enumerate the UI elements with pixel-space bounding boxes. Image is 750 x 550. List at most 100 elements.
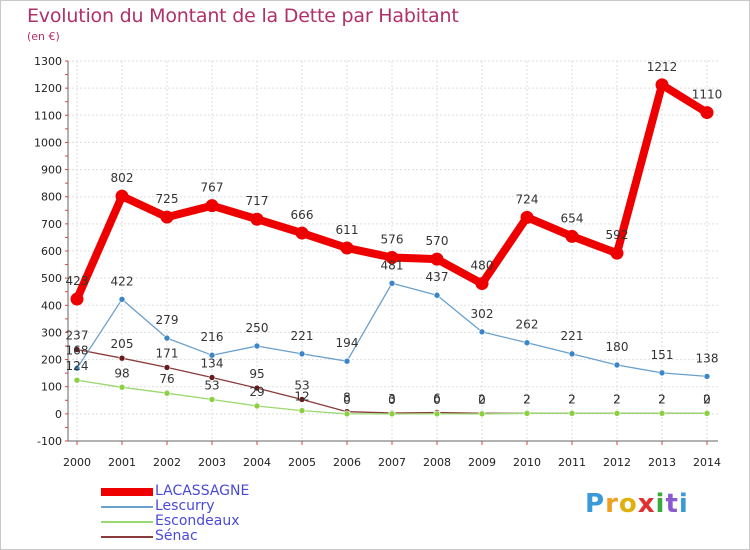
- legend-label-1: Lescurry: [155, 498, 215, 514]
- y-tick-label-14: 1300: [34, 55, 62, 68]
- series-1-point-7: [388, 279, 396, 287]
- series-1-point-5: [298, 350, 306, 358]
- series-2-point-10: [523, 410, 531, 417]
- series-1-label-6: 194: [336, 336, 359, 350]
- series-0-point-6: [340, 241, 354, 255]
- x-tick-label-12: 2012: [603, 456, 631, 469]
- series-1-point-1: [118, 296, 126, 303]
- series-2-point-5: [298, 407, 306, 414]
- series-0-label-5: 666: [291, 208, 314, 222]
- series-0-point-11: [565, 229, 579, 243]
- series-2-label-13: 2: [658, 392, 666, 406]
- x-tick-label-9: 2009: [468, 456, 496, 469]
- series-1-label-11: 221: [561, 329, 584, 343]
- series-1-point-9: [478, 328, 486, 336]
- series-2-point-12: [613, 410, 621, 417]
- series-3-point-5: [298, 396, 306, 403]
- y-tick-label-13: 1200: [34, 82, 62, 95]
- x-tick-label-0: 2000: [63, 456, 91, 469]
- logo-letter-5: t: [665, 489, 679, 519]
- y-tick-label-12: 1100: [34, 109, 62, 122]
- series-3-point-1: [118, 354, 126, 362]
- series-1-point-12: [613, 361, 621, 369]
- series-1-point-8: [433, 291, 441, 299]
- series-0-label-2: 725: [156, 192, 179, 206]
- chart-subtitle: (en €): [27, 30, 60, 43]
- legend-swatch-0: [101, 488, 153, 496]
- series-2-point-8: [433, 410, 441, 418]
- logo-letter-0: P: [585, 489, 606, 519]
- series-2-point-4: [253, 402, 261, 410]
- axis-layer: -100010020030040050060070080090010001100…: [34, 55, 721, 469]
- x-tick-label-14: 2014: [693, 456, 721, 469]
- y-tick-label-6: 500: [41, 272, 62, 285]
- series-2-point-11: [568, 410, 576, 417]
- series-0-label-1: 802: [111, 171, 134, 185]
- y-tick-label-8: 700: [41, 218, 62, 231]
- x-tick-label-5: 2005: [288, 456, 316, 469]
- series-0-label-4: 717: [246, 194, 269, 208]
- series-2-label-3: 53: [204, 378, 219, 392]
- series-0-point-5: [295, 226, 309, 240]
- series-1-label-10: 262: [516, 318, 539, 332]
- y-tick-label-3: 200: [41, 354, 62, 367]
- series-2-point-2: [163, 389, 171, 397]
- series-0-point-10: [520, 210, 534, 224]
- series-1-label-7: 481: [381, 258, 404, 272]
- legend-label-0: LACASSAGNE: [155, 483, 250, 499]
- series-3-label-4: 95: [249, 367, 264, 381]
- legend-label-3: Sénac: [155, 528, 198, 544]
- x-tick-label-8: 2008: [423, 456, 451, 469]
- logo-letter-6: i: [678, 489, 689, 519]
- y-tick-label-7: 600: [41, 245, 62, 258]
- y-tick-label-1: 0: [55, 408, 62, 421]
- series-1-label-4: 250: [246, 321, 269, 335]
- y-tick-label-9: 800: [41, 191, 62, 204]
- series-1-label-12: 180: [606, 340, 629, 354]
- series-3-label-0: 237: [66, 329, 89, 343]
- series-0-label-9: 480: [471, 259, 494, 273]
- logo-letter-1: r: [605, 489, 619, 519]
- series-2-label-14: 0: [703, 392, 711, 406]
- series-2-label-7: 0: [388, 393, 396, 407]
- series-2-point-9: [478, 410, 486, 418]
- series-0-point-3: [205, 199, 219, 213]
- series-3-point-0: [73, 346, 81, 353]
- series-3-label-5: 53: [294, 378, 309, 392]
- series-1-label-3: 216: [201, 330, 224, 344]
- series-2-point-0: [73, 376, 81, 384]
- series-0-label-11: 654: [561, 211, 584, 225]
- series-2-label-9: 0: [478, 393, 486, 407]
- y-tick-label-4: 300: [41, 326, 62, 339]
- series-2-label-12: 2: [613, 392, 621, 406]
- series-1-point-0: [73, 364, 81, 372]
- series-1-label-1: 422: [111, 274, 134, 288]
- series-0-point-2: [160, 210, 174, 224]
- series-0-point-7: [385, 251, 399, 265]
- series-2-point-1: [118, 383, 126, 391]
- series-0-label-14: 1110: [692, 88, 723, 102]
- x-tick-label-10: 2010: [513, 456, 541, 469]
- x-tick-label-11: 2011: [558, 456, 586, 469]
- series-2-label-1: 98: [114, 366, 129, 380]
- x-tick-label-3: 2003: [198, 456, 226, 469]
- series-1-point-3: [208, 351, 216, 359]
- logo-letter-2: o: [618, 489, 638, 519]
- data-label-layer: 237 205 171 134 95 53 8 3 6 2 2 2 2 2 2 124 98 76 53 29 12 0 0…: [66, 60, 723, 407]
- series-0-label-7: 576: [381, 233, 404, 247]
- series-2-point-13: [658, 410, 666, 417]
- series-3-point-2: [163, 364, 171, 371]
- logo-letter-4: i: [655, 489, 666, 519]
- proxiti-logo: Proxiti: [585, 489, 689, 519]
- series-0-label-10: 724: [516, 192, 539, 206]
- series-1-label-9: 302: [471, 307, 494, 321]
- series-0-point-12: [610, 246, 624, 260]
- y-tick-label-10: 900: [41, 164, 62, 177]
- y-tick-label-5: 400: [41, 299, 62, 312]
- y-tick-label-11: 1000: [34, 136, 62, 149]
- series-2-point-6: [343, 410, 351, 418]
- series-3-label-9: 2: [478, 392, 486, 406]
- series-1-label-13: 151: [651, 348, 674, 362]
